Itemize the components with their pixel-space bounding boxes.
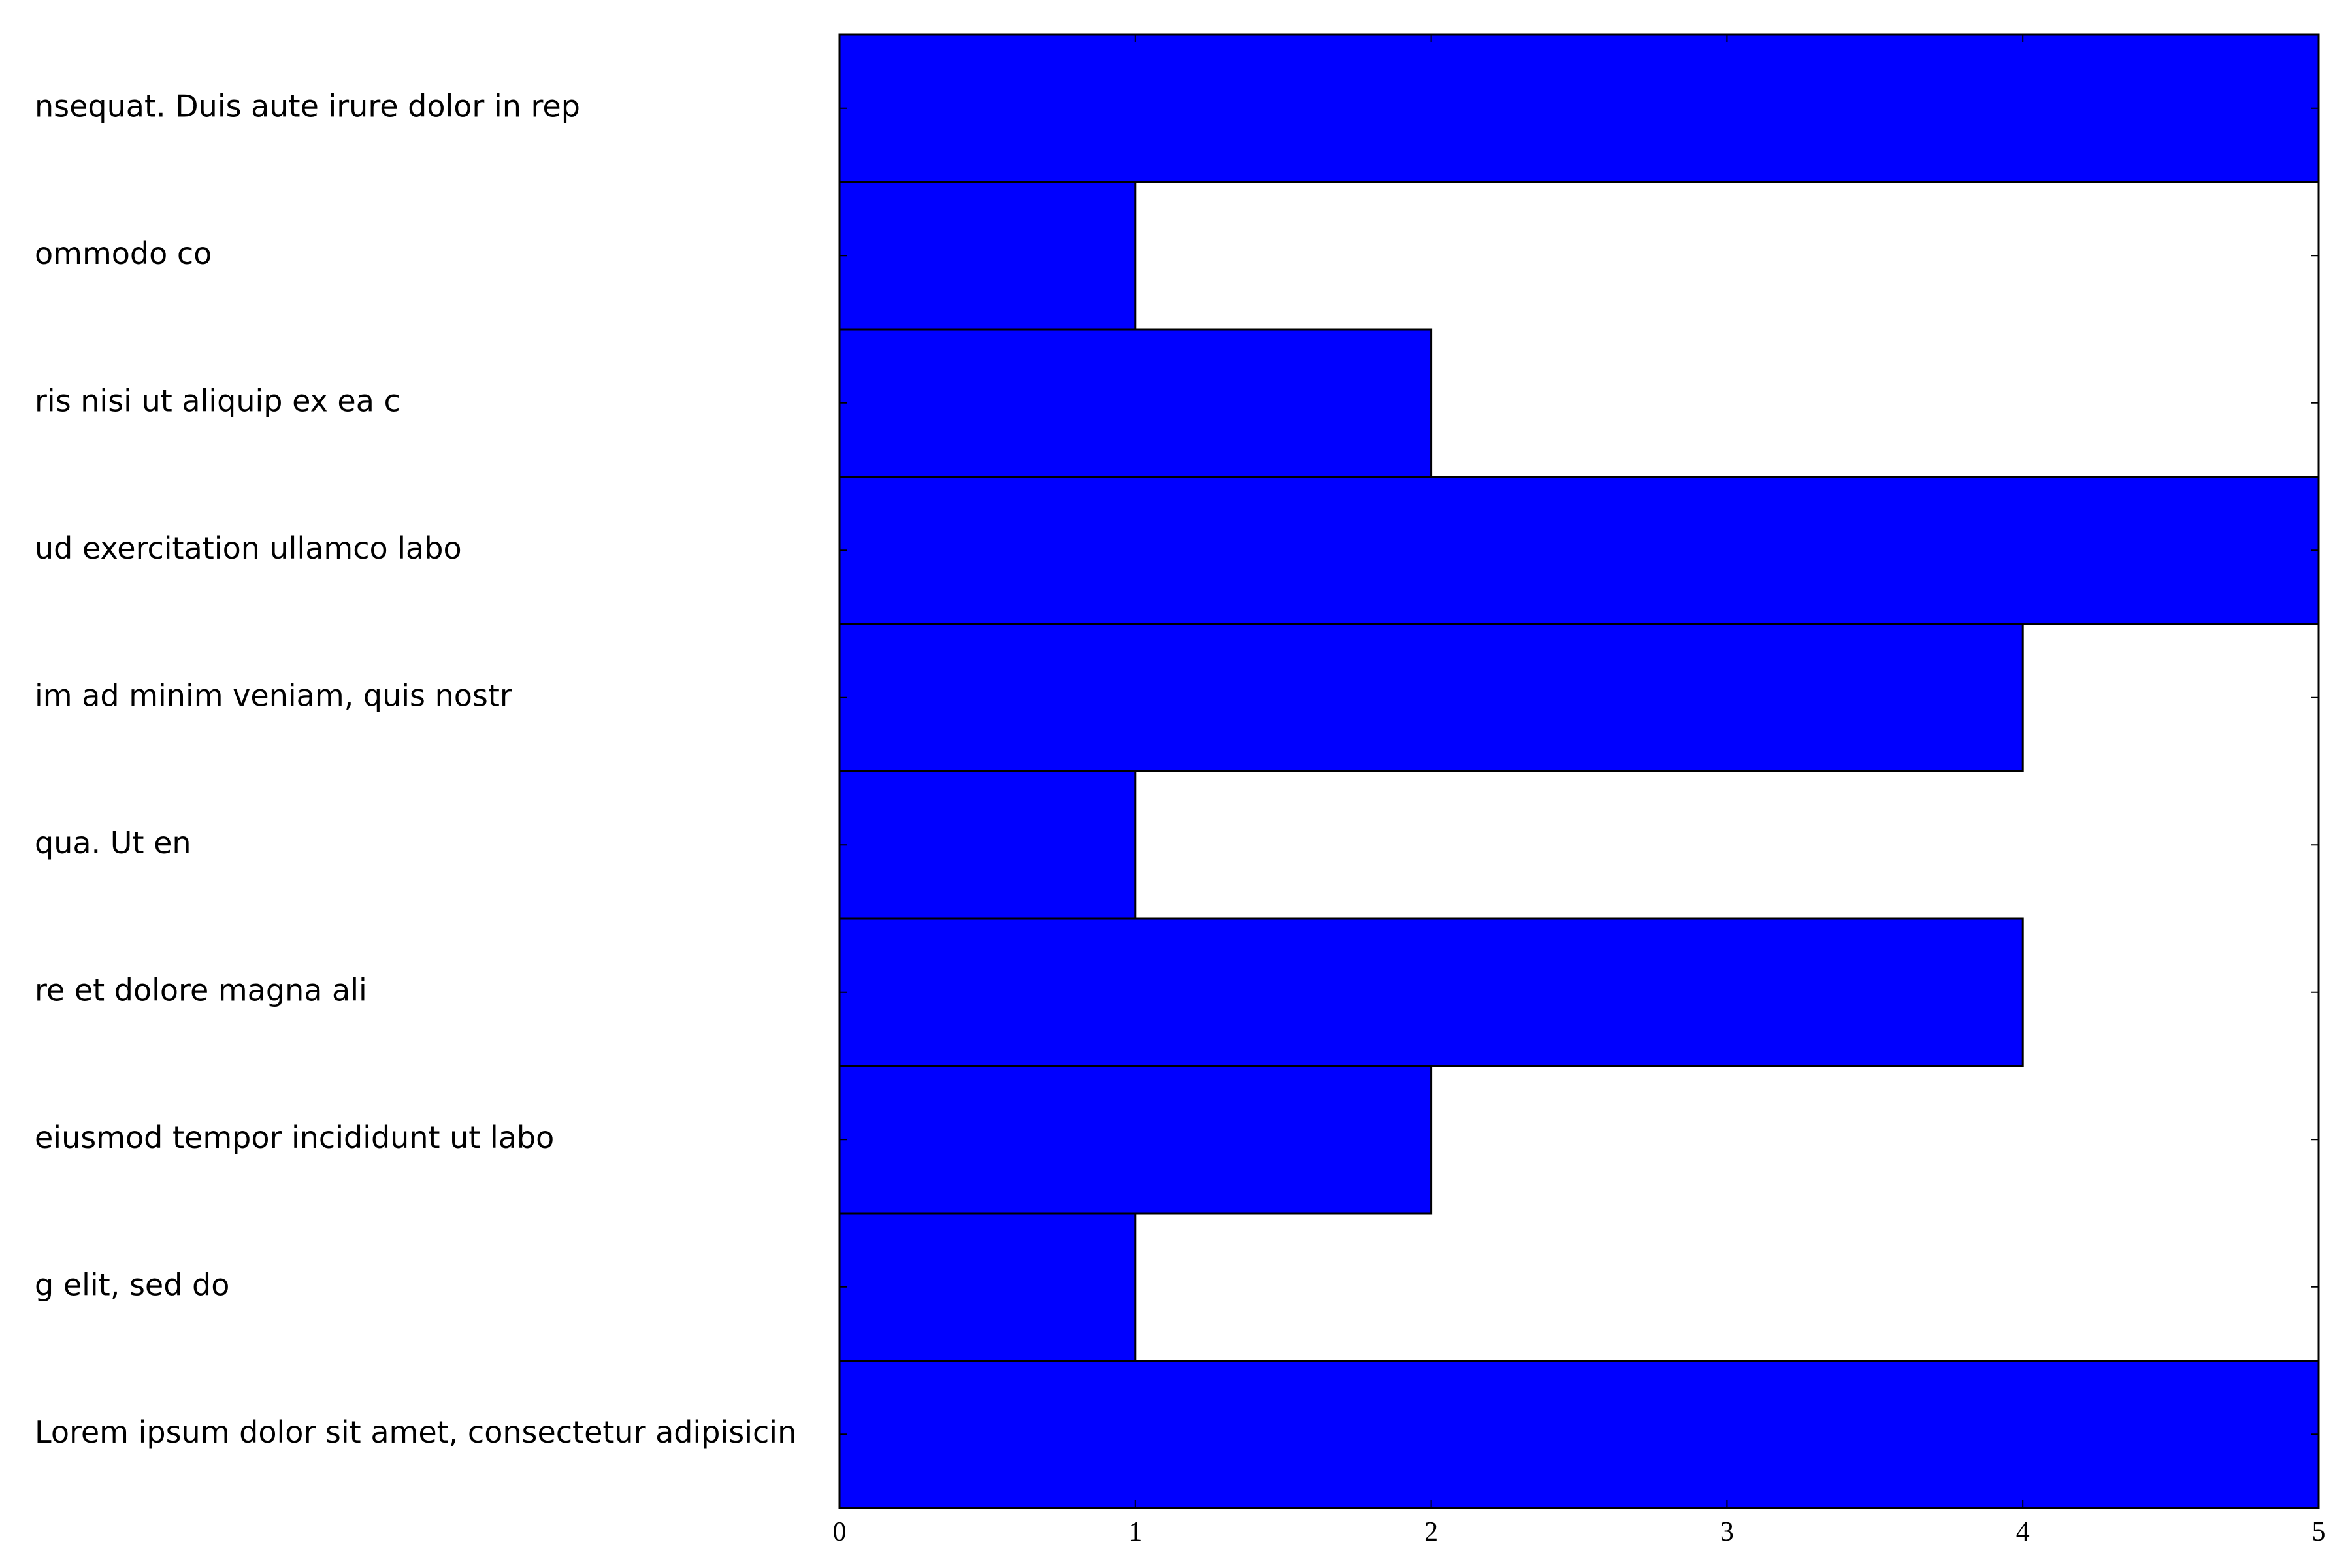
y-tick-label: ommodo co [35,236,212,271]
y-tick-label: re et dolore magna ali [35,972,367,1007]
y-tick-label: im ad minim veniam, quis nostr [35,678,512,713]
bar [838,181,1137,331]
bar [838,33,2320,183]
bar [838,770,1137,920]
bar [838,1360,2320,1509]
plot-frame [838,33,2320,1509]
y-tick-label: nsequat. Duis aute irure dolor in rep [35,88,580,123]
bar [838,917,2024,1067]
x-tick-label: 1 [1128,1517,1142,1547]
bar [838,1065,1433,1215]
bar [838,623,2024,772]
x-tick-label: 3 [1720,1517,1734,1547]
x-tick-label: 4 [2016,1517,2030,1547]
y-tick-label: ud exercitation ullamco labo [35,531,462,566]
y-tick-label: ris nisi ut aliquip ex ea c [35,383,400,418]
x-tick-label: 0 [833,1517,847,1547]
bar [838,328,1433,478]
bar [838,1212,1137,1362]
y-tick-label: g elit, sed do [35,1267,229,1302]
x-tick-label: 2 [1424,1517,1438,1547]
y-tick-label: Lorem ipsum dolor sit amet, consectetur … [35,1414,796,1450]
y-tick-label: qua. Ut en [35,825,191,860]
x-tick-label: 5 [2312,1517,2326,1547]
bar [838,476,2320,625]
y-tick-label: eiusmod tempor incididunt ut labo [35,1120,554,1155]
